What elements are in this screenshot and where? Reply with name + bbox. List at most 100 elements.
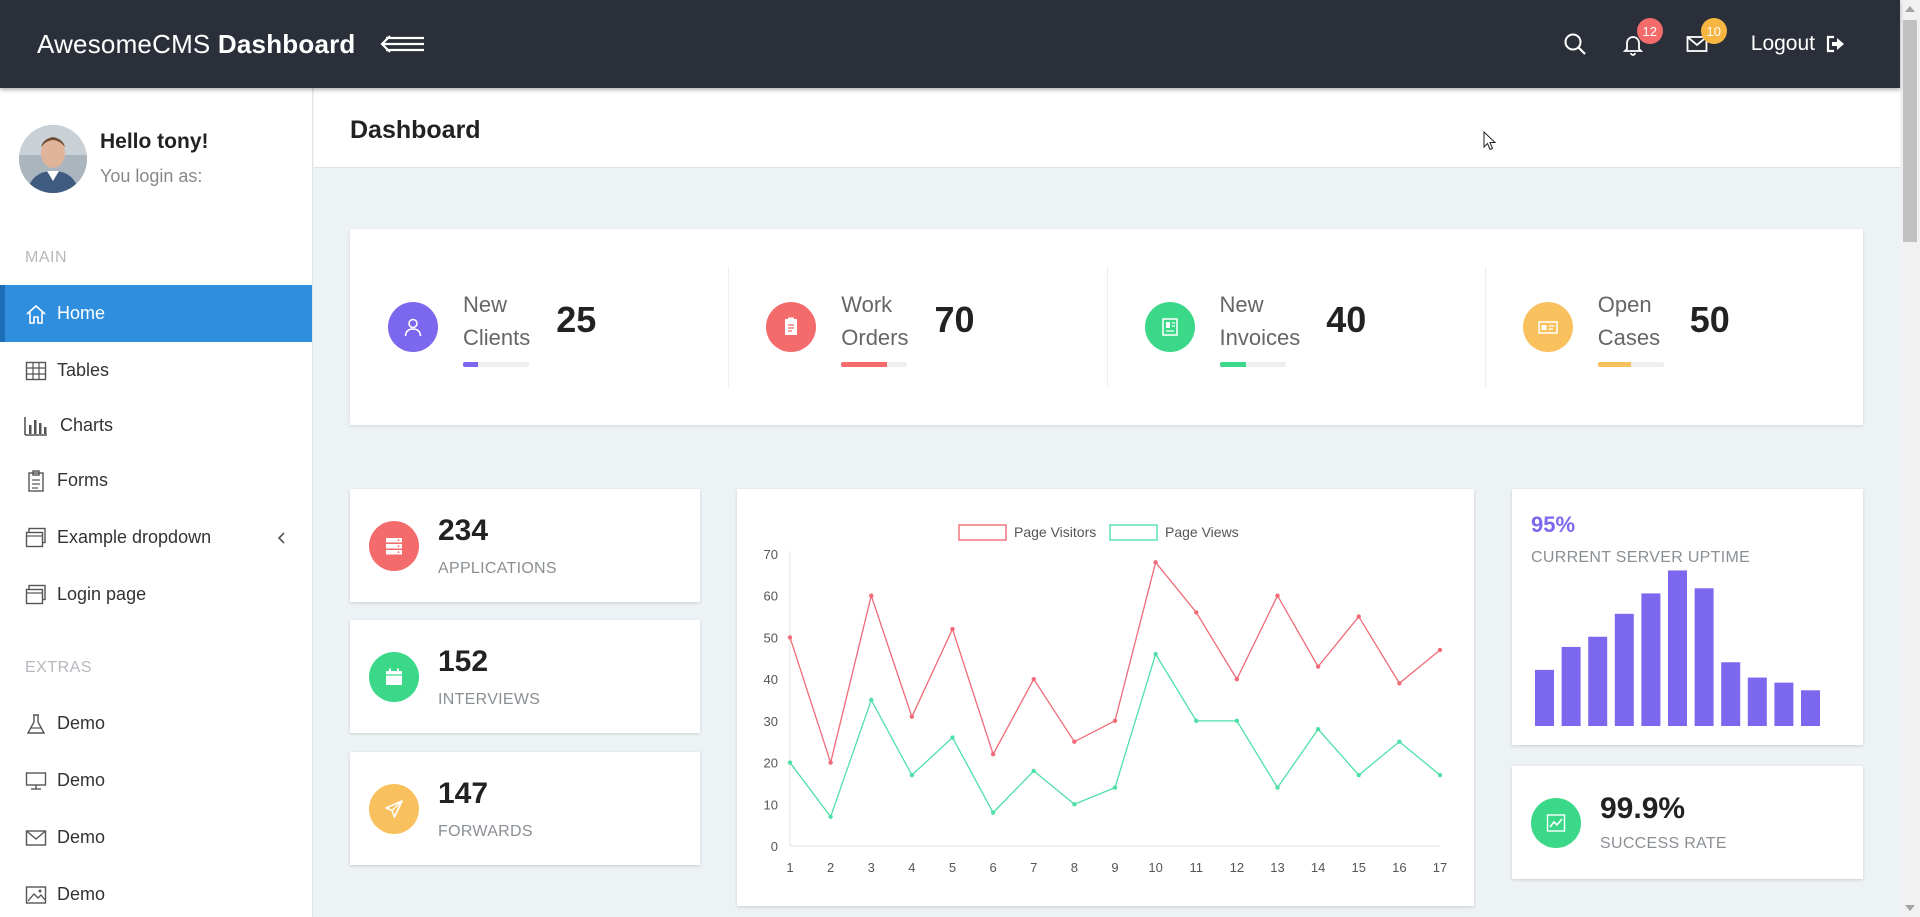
data-point[interactable] — [1356, 614, 1361, 619]
data-point[interactable] — [787, 760, 793, 765]
data-point[interactable] — [909, 714, 915, 719]
data-point[interactable] — [1397, 739, 1402, 744]
data-point[interactable] — [1437, 772, 1443, 778]
sidebar-item-label: Demo — [57, 827, 106, 847]
uptime-bar[interactable] — [1774, 682, 1794, 726]
data-point[interactable] — [1153, 560, 1158, 565]
stat-label-line1: Work — [841, 291, 893, 317]
sidebar-item-example-dropdown[interactable]: Example dropdown — [0, 509, 312, 566]
legend-label[interactable]: Page Views — [1165, 524, 1239, 540]
stat-label-line2: Cases — [1597, 324, 1661, 350]
messages-button[interactable]: 10 — [1683, 18, 1727, 58]
logout-button[interactable]: Logout — [1751, 32, 1845, 56]
forwards-card[interactable]: 147 FORWARDS — [350, 752, 700, 865]
uptime-bar[interactable] — [1535, 669, 1554, 726]
data-point[interactable] — [1275, 593, 1280, 598]
sidebar-item-demo-2[interactable]: Demo — [0, 752, 312, 809]
extras-section-title: EXTRAS — [25, 659, 93, 676]
sidebar-item-label: Example dropdown — [57, 527, 212, 547]
uptime-bar[interactable] — [1694, 588, 1714, 726]
stat-value: 40 — [1326, 299, 1367, 340]
interviews-card[interactable]: 152 INTERVIEWS — [350, 620, 700, 733]
data-point[interactable] — [1437, 647, 1443, 653]
data-point[interactable] — [1275, 785, 1280, 790]
data-point[interactable] — [1112, 718, 1118, 724]
sidebar-item-charts[interactable]: Charts — [0, 399, 312, 452]
uptime-bar[interactable] — [1721, 662, 1741, 726]
data-point[interactable] — [787, 635, 793, 640]
data-point[interactable] — [909, 772, 915, 778]
y-tick-label: 20 — [764, 756, 778, 771]
sidebar-item-login-page[interactable]: Login page — [0, 566, 312, 623]
logout-label: Logout — [1750, 32, 1815, 55]
data-point[interactable] — [1194, 610, 1199, 615]
scroll-down-arrow-icon[interactable] — [1905, 905, 1915, 911]
data-point[interactable] — [869, 697, 874, 703]
stat-open-cases[interactable]: Open Cases 50 — [1484, 229, 1863, 425]
stat-new-invoices[interactable]: New Invoices 40 — [1106, 229, 1485, 425]
user-photo-icon — [19, 125, 87, 193]
data-point[interactable] — [1031, 768, 1036, 774]
sidebar-item-demo-1[interactable]: Demo — [0, 695, 312, 752]
mail-icon — [24, 826, 48, 850]
notifications-button[interactable]: 12 — [1619, 18, 1663, 58]
server-icon — [369, 520, 419, 571]
uptime-bar[interactable] — [1801, 690, 1820, 726]
uptime-bar[interactable] — [1641, 593, 1661, 726]
page-scrollbar[interactable] — [1900, 0, 1920, 917]
uptime-bar[interactable] — [1668, 570, 1687, 726]
home-icon — [24, 302, 48, 326]
data-point[interactable] — [1315, 664, 1321, 669]
success-rate-card[interactable]: 99.9% SUCCESS RATE — [1512, 766, 1863, 879]
data-point[interactable] — [1194, 718, 1199, 724]
scroll-up-arrow-icon[interactable] — [1905, 6, 1915, 12]
x-tick-label: 13 — [1270, 860, 1284, 875]
data-point[interactable] — [1234, 676, 1240, 682]
legend-swatch[interactable] — [1109, 524, 1158, 541]
legend-swatch[interactable] — [958, 524, 1007, 541]
data-point[interactable] — [828, 760, 833, 765]
uptime-bar[interactable] — [1747, 677, 1767, 726]
data-point[interactable] — [1315, 727, 1321, 732]
avatar[interactable] — [19, 125, 87, 193]
data-point[interactable] — [828, 814, 833, 819]
data-point[interactable] — [1072, 802, 1077, 807]
data-point[interactable] — [950, 626, 955, 632]
brand-logo[interactable]: AwesomeCMS Dashboard — [37, 29, 356, 60]
data-point[interactable] — [1356, 772, 1361, 778]
data-point[interactable] — [1112, 785, 1118, 790]
sidebar-item-demo-3[interactable]: Demo — [0, 809, 312, 866]
data-point[interactable] — [1153, 651, 1158, 657]
uptime-bar[interactable] — [1561, 646, 1581, 726]
sidebar-item-label: Demo — [57, 713, 106, 733]
stat-work-orders[interactable]: Work Orders 70 — [728, 229, 1106, 425]
data-point[interactable] — [990, 810, 996, 815]
stat-new-clients[interactable]: New Clients 25 — [350, 229, 728, 425]
data-point[interactable] — [950, 735, 955, 740]
x-tick-label: 5 — [949, 860, 956, 875]
data-point[interactable] — [1234, 718, 1240, 724]
top-navbar: AwesomeCMS Dashboard 12 — [0, 0, 1900, 88]
uptime-bar[interactable] — [1588, 636, 1608, 726]
uptime-bar[interactable] — [1614, 613, 1634, 726]
window-icon — [24, 526, 48, 550]
data-point[interactable] — [1397, 681, 1402, 686]
sidebar-item-home[interactable]: Home — [0, 285, 312, 342]
data-point[interactable] — [990, 752, 996, 757]
data-point[interactable] — [1072, 739, 1077, 744]
scroll-thumb[interactable] — [1903, 20, 1917, 242]
sidebar-item-label: Demo — [57, 884, 106, 904]
data-point[interactable] — [869, 593, 874, 598]
sidebar-item-demo-4[interactable]: Demo — [0, 866, 312, 917]
stat-progress-bar — [463, 361, 529, 367]
data-point[interactable] — [1031, 676, 1036, 682]
search-button[interactable] — [1561, 30, 1589, 58]
sidebar-toggle-button[interactable] — [379, 29, 428, 59]
x-tick-label: 17 — [1433, 860, 1447, 875]
applications-card[interactable]: 234 APPLICATIONS — [350, 489, 700, 602]
traffic-line-chart-card: 0 10 20 30 40 50 60 70 1 2 3 4 5 6 7 8 9 10 11 12 13 14 15 16 17… — [737, 489, 1474, 906]
legend-label[interactable]: Page Visitors — [1014, 524, 1096, 540]
sidebar-item-forms[interactable]: Forms — [0, 452, 312, 509]
sign-out-icon — [1826, 35, 1844, 53]
sidebar-item-tables[interactable]: Tables — [0, 342, 312, 399]
